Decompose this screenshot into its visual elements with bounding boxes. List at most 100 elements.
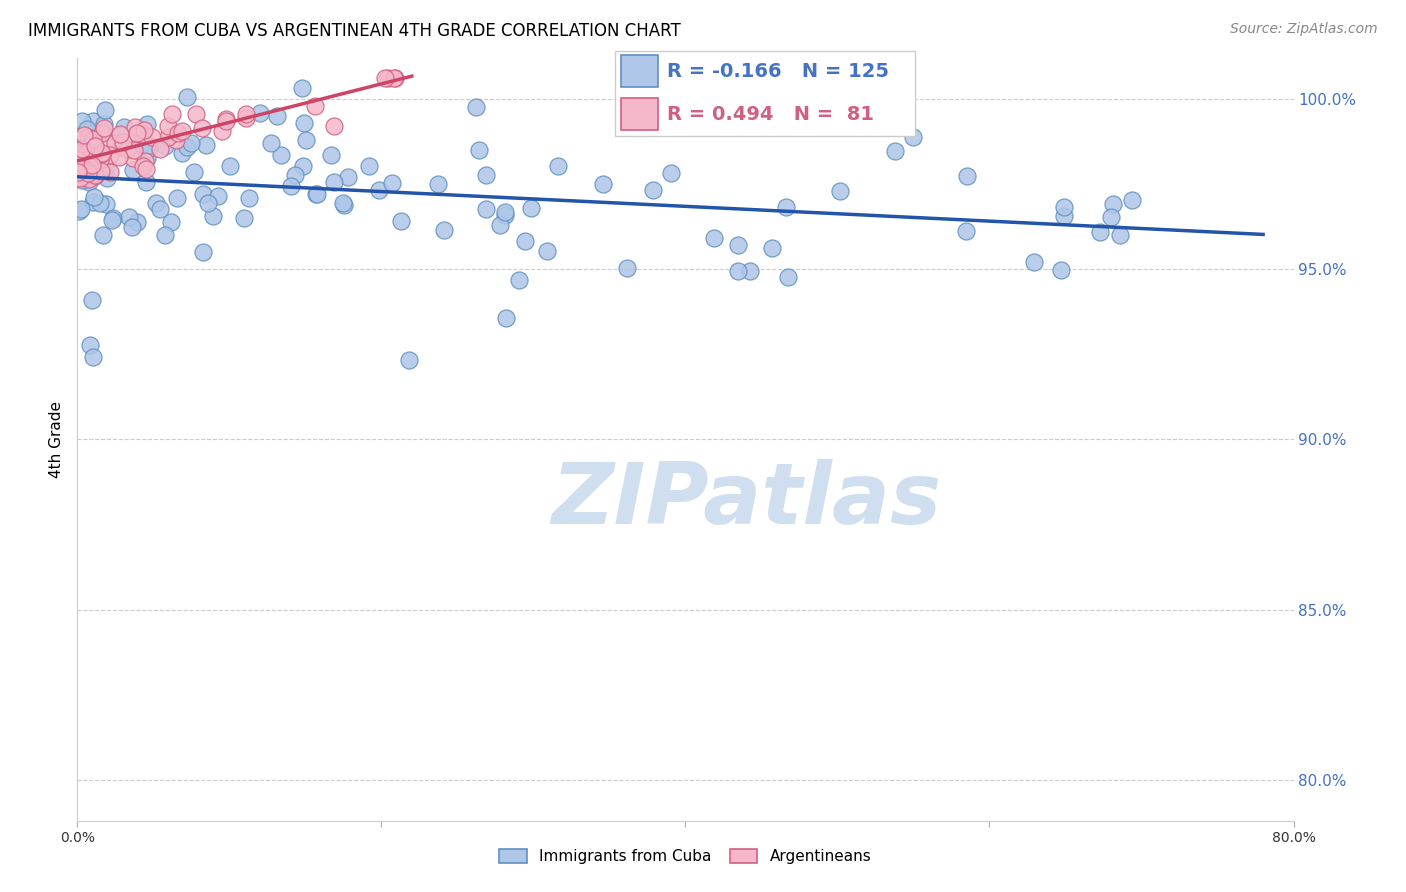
Point [641,183,664,197]
Point [124,120,146,134]
Point [270,148,292,162]
Point [165,133,187,147]
Point [166,191,188,205]
Point [292,116,315,130]
Point [304,99,326,113]
Point [219,159,242,173]
Point [382,71,405,86]
Point [190,120,212,135]
Point [377,71,399,86]
FancyBboxPatch shape [614,51,915,136]
Point [83,161,105,175]
Point [70,161,93,175]
Point [183,164,205,178]
Point [215,112,238,127]
Point [77,129,100,144]
Point [284,168,307,182]
Point [70,145,93,160]
Point [176,139,198,153]
Point [80,158,103,172]
Point [176,90,198,104]
Point [110,127,132,141]
Point [79,137,101,152]
Point [475,168,498,182]
Point [76,121,98,136]
Point [689,71,711,86]
Point [398,353,420,368]
Point [955,224,977,238]
Point [738,264,761,278]
Point [73,128,96,143]
Point [703,230,725,244]
Point [156,130,179,145]
Point [83,154,105,169]
Point [295,133,318,147]
Point [82,350,104,364]
Point [367,183,389,197]
Text: R = 0.494   N =  81: R = 0.494 N = 81 [668,104,875,124]
Point [75,146,97,161]
Point [1109,228,1132,243]
Point [374,71,396,86]
Point [72,142,94,156]
Point [69,149,91,163]
Point [84,128,107,143]
Point [80,137,103,152]
Point [830,184,852,198]
Point [67,204,90,219]
Point [195,137,218,152]
Point [93,118,115,132]
Point [495,310,517,325]
Point [93,227,115,242]
Point [93,121,115,136]
Point [197,195,219,210]
Point [94,160,117,174]
Point [77,172,100,186]
Point [70,202,93,216]
Point [73,162,96,177]
Point [319,148,342,162]
Point [592,177,614,191]
Point [135,151,157,165]
Point [122,143,145,157]
Point [118,210,141,224]
Point [138,142,160,156]
Point [77,176,100,190]
Legend: Immigrants from Cuba, Argentineans: Immigrants from Cuba, Argentineans [494,842,877,871]
Point [84,169,107,183]
Point [67,148,90,162]
Point [75,153,97,167]
Point [138,138,160,153]
Point [775,200,797,214]
Point [83,190,105,204]
Point [67,156,90,170]
FancyBboxPatch shape [621,55,658,87]
Point [125,126,148,140]
Point [77,155,100,169]
Point [90,164,112,178]
Point [1052,200,1074,214]
Point [132,159,155,173]
Point [94,103,117,117]
Point [1101,210,1123,224]
Point [761,241,783,255]
Point [202,209,225,223]
Point [149,142,172,156]
Point [77,159,100,173]
Point [89,153,111,168]
Point [67,153,90,168]
Point [73,154,96,169]
Point [135,175,157,189]
Point [80,142,103,156]
Point [101,213,124,227]
Point [291,80,314,95]
Point [69,167,91,181]
Point [211,123,233,137]
Point [122,163,145,178]
Point [76,167,98,181]
Point [160,215,183,229]
Point [778,270,800,285]
Point [332,198,354,212]
Point [110,139,132,153]
Point [89,196,111,211]
